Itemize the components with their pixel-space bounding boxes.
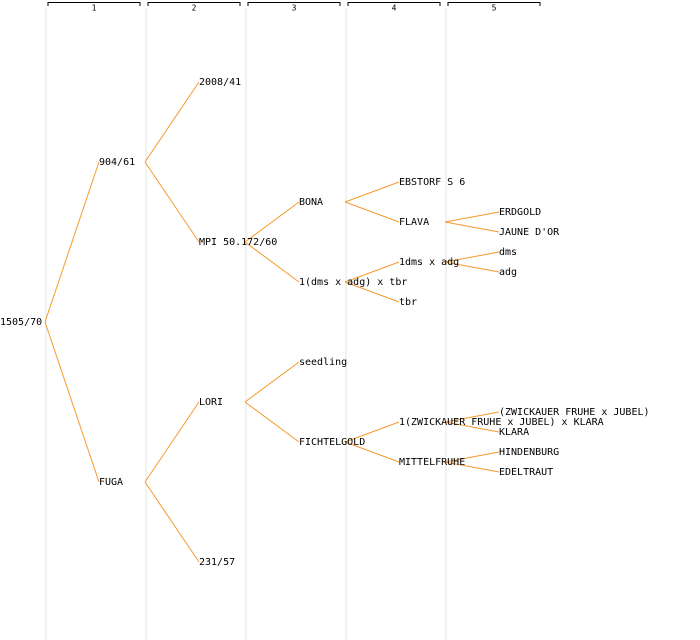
edge [444,411,500,423]
node-label: (ZWICKAUER FRUHE x JUBEL) [499,407,650,418]
node-label: FLAVA [399,217,429,228]
column-header: 1 [92,4,97,13]
node-label: MITTELFRUHE [399,457,465,468]
edge [444,461,500,473]
edge [344,261,400,283]
node-label: BONA [299,197,323,208]
node-label: EBSTORF S 6 [399,177,465,188]
edge [144,481,200,563]
edge [444,211,500,223]
edge [44,161,100,323]
node-label: 1dms x adg [399,257,459,268]
edge [244,201,300,243]
column-bracket [347,2,441,6]
column-header: 2 [192,4,197,13]
node-label: adg [499,267,517,278]
node-label: 904/61 [99,157,135,168]
edge [244,241,300,283]
node-label: ERDGOLD [499,207,541,218]
node-label: MPI 50.172/60 [199,237,277,248]
edge [344,421,400,443]
edge [44,321,100,483]
edge [344,181,400,203]
node-label: 1(dms x adg) x tbr [299,277,407,288]
edge [144,401,200,483]
column-bracket [147,2,241,6]
column-header: 3 [292,4,297,13]
edge [344,441,400,463]
node-label: KLARA [499,427,529,438]
column-header: 4 [392,4,397,13]
node-label: seedling [299,357,347,368]
node-label: LORI [199,397,223,408]
edge [444,251,500,263]
edge [144,81,200,163]
edge [244,361,300,403]
node-label: JAUNE D'OR [499,227,560,238]
edge [444,221,500,233]
column-bracket [247,2,341,6]
node-label: HINDENBURG [499,447,559,458]
node-label: 231/57 [199,557,235,568]
edge [444,261,500,273]
column-bracket [47,2,141,6]
node-label: 1505/70 [0,317,42,328]
node-label: FUGA [99,477,123,488]
node-label: 1(ZWICKAUER FRUHE x JUBEL) x KLARA [399,417,604,428]
node-label: EDELTRAUT [499,467,553,478]
node-label: FICHTELGOLD [299,437,365,448]
node-label: dms [499,247,517,258]
edge [144,161,200,243]
node-label: tbr [399,297,417,308]
edge [444,451,500,463]
edge [444,421,500,433]
edge [344,201,400,223]
column-header: 5 [492,4,497,13]
edge [244,401,300,443]
column-bracket [447,2,541,6]
node-label: 2008/41 [199,77,241,88]
edge [344,281,400,303]
